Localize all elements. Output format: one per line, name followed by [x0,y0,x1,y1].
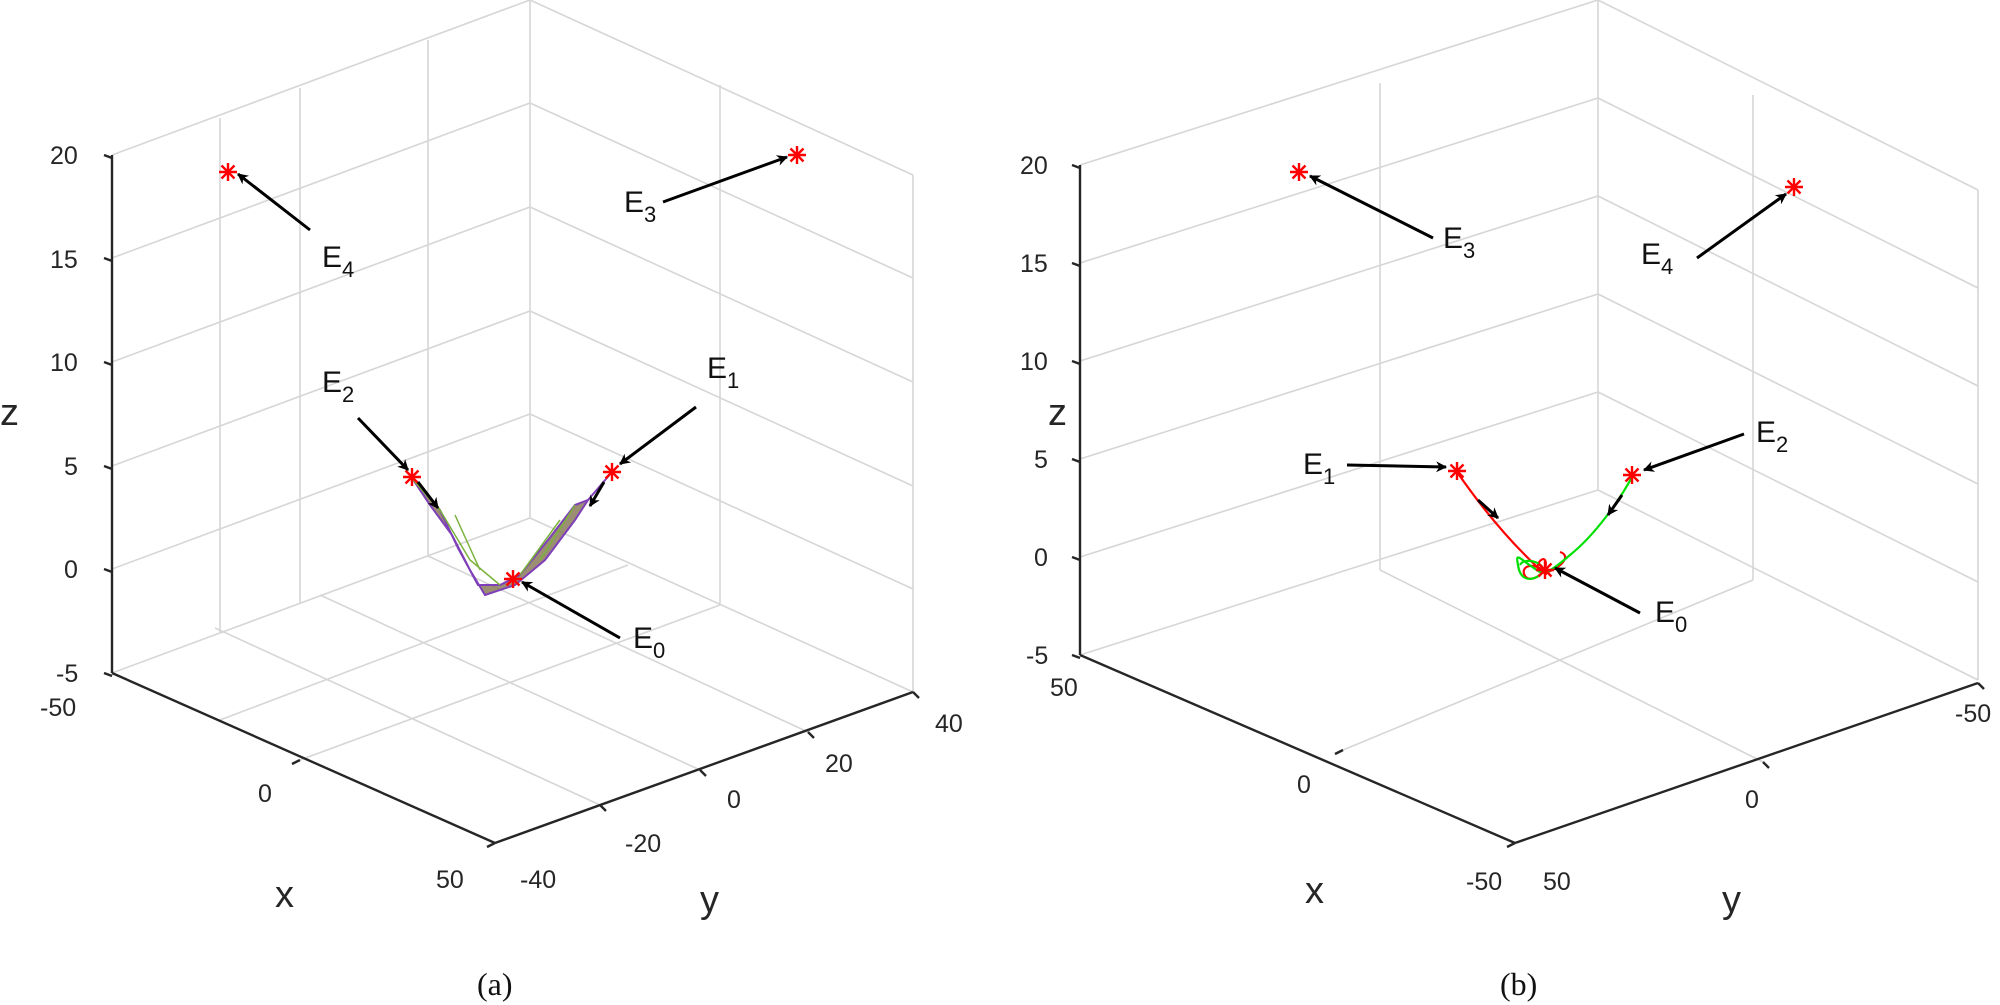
label-E3: E3 [1443,222,1475,263]
z-tick: 15 [50,246,78,274]
z-tick: 0 [64,556,78,584]
x-tick: -50 [1466,868,1502,896]
equilibrium-E0-marker [1534,559,1556,581]
equilibrium-E0-marker [502,568,524,590]
z-axis-label: z [0,392,19,434]
label-E2: E2 [1756,416,1788,457]
label-E1: E1 [1303,448,1335,489]
panel-b-grid [1079,0,1979,763]
z-tick: 10 [50,349,78,377]
panel-b: 20 15 10 5 0 -5 50 0 -50 50 0 -50 z x y [1020,0,1991,1002]
label-E3: E3 [624,186,656,227]
y-tick: 40 [935,710,963,738]
equilibrium-E1-marker [601,461,623,483]
y-tick: -50 [1955,700,1991,728]
equilibrium-E4-marker [1783,176,1805,198]
panel-a: 20 15 10 5 0 -5 -50 0 50 -40 -20 0 20 40… [0,0,963,1002]
x-tick: 50 [1050,674,1078,702]
panel-a-axes [103,153,920,849]
z-tick: 5 [1034,446,1048,474]
panel-a-grid [111,0,914,806]
label-E4: E4 [1641,238,1673,279]
panel-b-x-tick-labels: 50 0 -50 [1050,674,1502,896]
z-tick: -5 [56,660,78,688]
x-tick: 0 [258,780,272,808]
x-tick: 0 [1297,771,1311,799]
panel-b-y-tick-labels: 50 0 -50 [1543,700,1991,896]
z-tick: 15 [1020,250,1048,278]
z-tick: 20 [1020,152,1048,180]
x-axis-label: x [275,874,294,916]
z-tick: 20 [50,142,78,170]
panel-b-axes [1071,163,1985,849]
equilibrium-E2-marker [1621,464,1643,486]
panel-a-labels: E4 E3 E2 E1 E0 [322,186,739,663]
equilibrium-E3-marker [1288,161,1310,183]
label-E1: E1 [707,352,739,393]
panel-b-equilibria [1288,161,1805,581]
panel-a-z-tick-labels: 20 15 10 5 0 -5 [50,142,78,688]
z-tick: 10 [1020,348,1048,376]
panel-b-z-tick-labels: 20 15 10 5 0 -5 [1020,152,1048,670]
x-tick: 50 [436,866,464,894]
z-axis-label: z [1048,392,1067,434]
panel-a-x-tick-labels: -50 0 50 [40,694,464,894]
y-tick: 20 [825,750,853,778]
y-tick: -40 [520,866,556,894]
y-axis-label: y [1722,879,1741,921]
label-E4: E4 [322,241,354,282]
y-tick: 50 [1543,868,1571,896]
y-axis-label: y [700,879,719,921]
panel-a-y-tick-labels: -40 -20 0 20 40 [520,710,963,894]
panel-b-labels: E3 E4 E1 E2 E0 [1303,222,1788,637]
label-E0: E0 [633,622,665,663]
panel-a-caption: (a) [477,966,513,1002]
label-E0: E0 [1655,596,1687,637]
equilibrium-E1-marker [1446,460,1468,482]
z-tick: 5 [64,453,78,481]
x-tick: -50 [40,694,76,722]
y-tick: -20 [625,830,661,858]
panel-b-arrows [1309,174,1787,615]
x-axis-label: x [1305,870,1324,912]
label-E2: E2 [322,366,354,407]
equilibrium-E3-marker [786,144,808,166]
equilibrium-E4-marker [217,161,239,183]
y-tick: 0 [1745,786,1759,814]
z-tick: -5 [1026,642,1048,670]
panel-a-arrows [237,155,789,640]
y-tick: 0 [727,786,741,814]
panel-b-caption: (b) [1500,966,1537,1002]
z-tick: 0 [1034,544,1048,572]
